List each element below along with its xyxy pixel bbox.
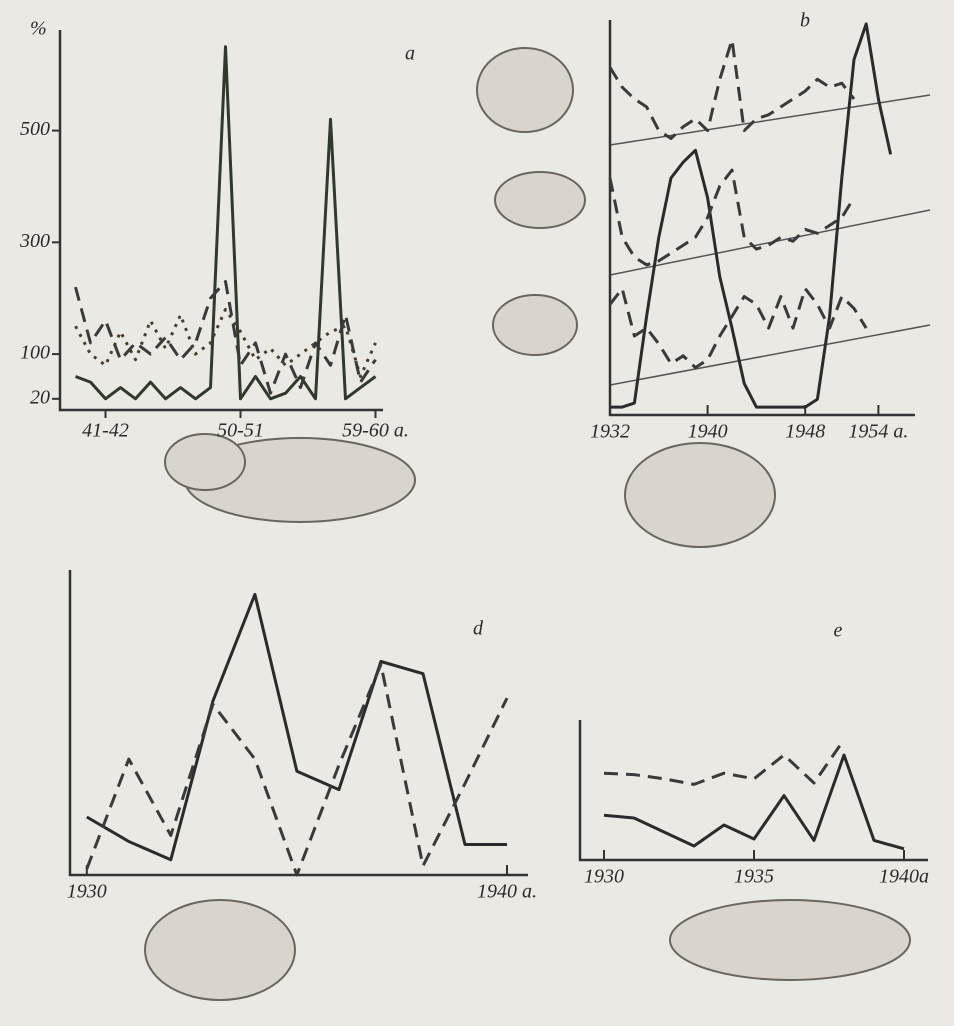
marmot-head xyxy=(165,434,245,490)
x-tick-label: 1930 xyxy=(584,866,624,888)
figure: a% 20 100 300 500 41-42 50-51 59-60 a. b 1932 1940… xyxy=(0,0,954,1026)
illustrations xyxy=(145,48,930,1000)
panel-label: e xyxy=(834,620,843,642)
x-tick-label: 50-51 xyxy=(217,420,264,442)
x-tick-label: 1948 xyxy=(785,421,825,443)
x-tick-label: 1940 a. xyxy=(477,881,537,903)
x-tick-label: 59-60 a. xyxy=(342,420,409,442)
x-tick-label: 1940a xyxy=(879,866,929,888)
panel-label: b xyxy=(800,10,810,32)
series-line xyxy=(87,594,507,859)
band-baseline xyxy=(610,325,930,385)
y-tick-label: 100 xyxy=(20,342,50,364)
x-tick-label: 1932 xyxy=(590,421,630,443)
x-tick-label: 1930 xyxy=(67,881,107,903)
series-line xyxy=(610,24,891,407)
series-line xyxy=(610,40,854,139)
panel-label: d xyxy=(473,618,484,640)
axis xyxy=(70,570,528,875)
series-line xyxy=(76,282,376,394)
mouse-drawing xyxy=(493,295,577,355)
squirrel-drawing xyxy=(145,900,295,1000)
y-tick-label: 500 xyxy=(20,118,50,140)
page: {"chart_data": [ {"type": "line", "title… xyxy=(0,0,954,1026)
x-tick-label: 41-42 xyxy=(82,420,129,442)
y-axis-label: % xyxy=(30,18,47,40)
y-tick-label: 20 xyxy=(30,386,50,408)
lynx-drawing xyxy=(477,48,573,132)
series-line xyxy=(604,740,844,785)
series-line xyxy=(604,755,904,849)
panel-label: a xyxy=(405,43,415,65)
shrew-drawing xyxy=(670,900,910,980)
x-tick-label: 1954 a. xyxy=(848,421,908,443)
y-tick-label: 300 xyxy=(19,230,50,252)
hare-drawing xyxy=(625,443,775,547)
series-line xyxy=(76,47,376,399)
x-tick-label: 1935 xyxy=(734,866,774,888)
x-tick-label: 1940 xyxy=(688,421,728,443)
rodent-drawing xyxy=(495,172,585,228)
